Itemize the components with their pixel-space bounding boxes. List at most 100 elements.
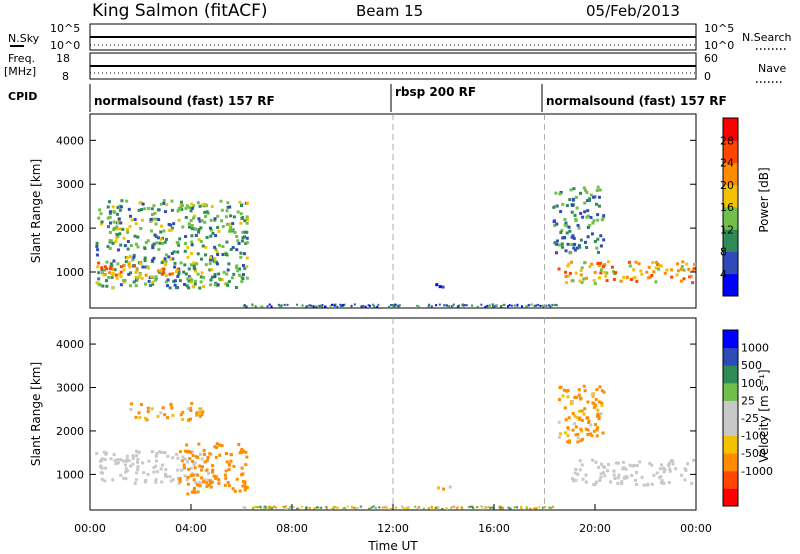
echo-cell bbox=[131, 462, 135, 466]
echo-cell bbox=[683, 478, 687, 482]
echo-cell bbox=[598, 276, 602, 280]
echo-cell bbox=[559, 385, 563, 389]
echo-cell bbox=[127, 261, 131, 265]
echo-cell bbox=[208, 226, 212, 230]
echo-cell bbox=[200, 465, 204, 469]
echo-cell bbox=[573, 213, 577, 217]
echo-cell bbox=[119, 458, 123, 462]
echo-cell bbox=[596, 237, 600, 241]
echo-cell bbox=[129, 244, 133, 248]
echo-cell bbox=[209, 278, 213, 282]
echo-cell bbox=[690, 481, 694, 485]
echo-cell bbox=[132, 253, 136, 257]
echo-cell bbox=[209, 218, 213, 222]
echo-cell bbox=[167, 228, 171, 232]
echo-cell bbox=[133, 264, 137, 268]
echo-cell bbox=[116, 262, 120, 266]
echo-cell bbox=[334, 505, 337, 508]
echo-cell bbox=[392, 304, 395, 307]
echo-cell bbox=[580, 463, 584, 467]
echo-cell bbox=[202, 480, 206, 484]
echo-cell bbox=[190, 240, 194, 244]
velocity-colorbar-segment bbox=[723, 347, 738, 366]
power-echo-marks bbox=[95, 114, 697, 308]
echo-cell bbox=[127, 272, 131, 276]
echo-cell bbox=[192, 488, 196, 492]
echo-cell bbox=[192, 486, 196, 490]
echo-cell bbox=[100, 266, 104, 270]
power-colorbar-segment bbox=[723, 251, 738, 275]
echo-cell bbox=[245, 236, 249, 240]
echo-cell bbox=[356, 506, 359, 509]
echo-cell bbox=[203, 460, 207, 464]
echo-cell bbox=[582, 277, 586, 281]
echo-cell bbox=[620, 480, 624, 484]
echo-cell bbox=[164, 274, 168, 278]
echo-cell bbox=[128, 265, 132, 269]
echo-cell bbox=[149, 229, 153, 233]
echo-cell bbox=[395, 506, 398, 509]
echo-cell bbox=[210, 275, 214, 279]
echo-cell bbox=[591, 221, 595, 225]
echo-cell bbox=[437, 506, 440, 509]
echo-cell bbox=[646, 482, 650, 486]
echo-cell bbox=[124, 260, 128, 264]
echo-cell bbox=[139, 403, 143, 407]
echo-cell bbox=[685, 262, 689, 266]
echo-cell bbox=[135, 267, 139, 271]
echo-cell bbox=[557, 398, 561, 402]
echo-cell bbox=[195, 411, 199, 415]
echo-cell bbox=[603, 474, 607, 478]
echo-cell bbox=[602, 390, 606, 394]
echo-cell bbox=[238, 200, 242, 204]
echo-cell bbox=[378, 506, 381, 509]
echo-cell bbox=[684, 468, 688, 472]
echo-cell bbox=[675, 273, 679, 277]
freq-unit: [MHz] bbox=[4, 65, 36, 78]
echo-cell bbox=[632, 464, 636, 468]
echo-cell bbox=[588, 265, 592, 269]
x-tick-label: 08:00 bbox=[276, 522, 308, 535]
echo-cell bbox=[435, 283, 439, 287]
station-title: King Salmon (fitACF) bbox=[92, 1, 268, 21]
power-ylabel: Slant Range [km] bbox=[29, 159, 43, 263]
echo-cell bbox=[565, 231, 569, 235]
echo-cell bbox=[189, 252, 193, 256]
echo-cell bbox=[185, 284, 189, 288]
echo-cell bbox=[416, 507, 419, 510]
echo-cell bbox=[211, 468, 215, 472]
echo-cell bbox=[325, 506, 328, 509]
echo-cell bbox=[443, 304, 446, 307]
echo-cell bbox=[667, 463, 671, 467]
echo-cell bbox=[164, 280, 168, 284]
echo-cell bbox=[183, 474, 187, 478]
echo-cell bbox=[105, 267, 109, 271]
echo-cell bbox=[583, 261, 587, 265]
echo-cell bbox=[101, 284, 105, 288]
echo-cell bbox=[237, 242, 241, 246]
echo-cell bbox=[196, 272, 200, 276]
echo-cell bbox=[471, 304, 474, 307]
echo-cell bbox=[151, 282, 155, 286]
echo-cell bbox=[185, 478, 189, 482]
echo-cell bbox=[106, 245, 110, 249]
echo-cell bbox=[190, 402, 194, 406]
echo-cell bbox=[368, 507, 371, 510]
echo-cell bbox=[422, 507, 425, 510]
echo-cell bbox=[137, 208, 141, 212]
echo-cell bbox=[574, 219, 578, 223]
echo-cell bbox=[592, 279, 596, 283]
echo-cell bbox=[197, 230, 201, 234]
echo-cell bbox=[172, 222, 176, 226]
echo-cell bbox=[225, 272, 229, 276]
echo-cell bbox=[240, 280, 244, 284]
echo-cell bbox=[124, 477, 128, 481]
echo-cell bbox=[119, 221, 123, 225]
echo-cell bbox=[438, 285, 442, 289]
echo-cell bbox=[468, 506, 471, 509]
echo-cell bbox=[161, 406, 165, 410]
echo-cell bbox=[198, 464, 202, 468]
echo-cell bbox=[577, 409, 581, 413]
echo-cell bbox=[181, 410, 185, 414]
echo-cell bbox=[305, 305, 308, 308]
